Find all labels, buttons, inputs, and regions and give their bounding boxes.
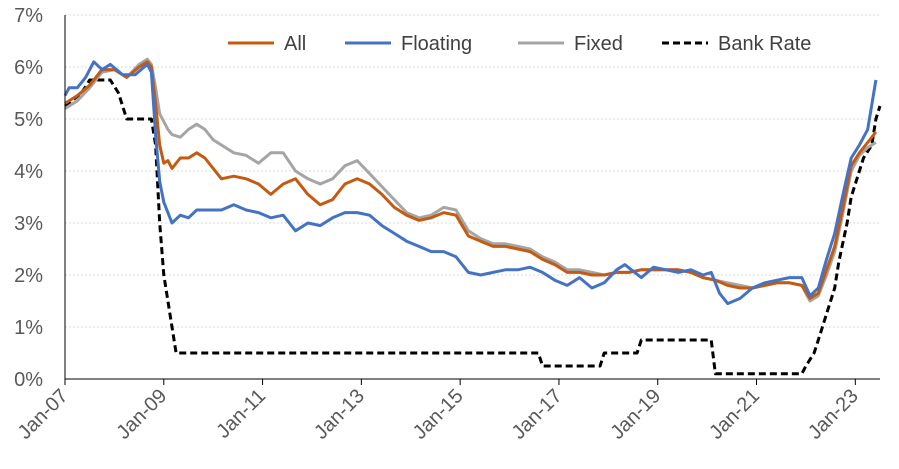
x-tick-label: Jan-13 — [310, 385, 369, 444]
series-line-floating — [63, 60, 878, 306]
y-tick-label: 5% — [14, 109, 43, 131]
x-tick-label: Jan-15 — [409, 385, 468, 444]
x-tick-label: Jan-17 — [508, 385, 567, 444]
x-tick-label: Jan-11 — [212, 385, 270, 443]
x-tick-label: Jan-07 — [14, 385, 73, 444]
x-axis-ticks: Jan-07 Jan-09 Jan-11 Jan-13 Jan-15 Jan-17 Jan-… — [14, 379, 863, 444]
series-line-bank-rate — [64, 78, 882, 376]
series-line-fixed — [64, 57, 877, 303]
y-axis-ticks: 0% 1% 2% 3% 4% 5% 6% 7% — [14, 5, 43, 391]
series-line-all — [64, 60, 878, 300]
y-tick-label: 6% — [14, 57, 43, 79]
legend-label-bank-rate: Bank Rate — [718, 33, 811, 55]
y-tick-label: 1% — [14, 317, 43, 339]
x-tick-label: Jan-19 — [606, 385, 665, 444]
y-tick-label: 2% — [14, 265, 43, 287]
x-tick-label: Jan-21 — [705, 385, 764, 444]
series-lines — [63, 57, 882, 376]
y-tick-label: 3% — [14, 213, 43, 235]
x-tick-label: Jan-09 — [113, 385, 172, 444]
legend: All Floating Fixed Bank Rate — [228, 33, 811, 55]
y-tick-label: 7% — [14, 5, 43, 27]
gridlines — [65, 14, 880, 328]
x-tick-label: Jan-23 — [804, 385, 863, 444]
legend-label-fixed: Fixed — [574, 33, 623, 55]
legend-label-floating: Floating — [401, 33, 472, 55]
y-tick-label: 4% — [14, 161, 43, 183]
y-tick-label: 0% — [14, 369, 43, 391]
legend-label-all: All — [284, 33, 306, 55]
